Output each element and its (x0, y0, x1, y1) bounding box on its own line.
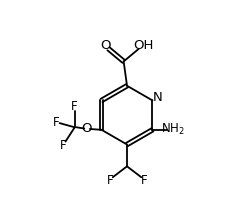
Text: F: F (106, 174, 113, 187)
Text: NH$_2$: NH$_2$ (161, 122, 184, 137)
Text: F: F (141, 174, 148, 187)
Text: OH: OH (133, 39, 154, 52)
Text: F: F (53, 116, 59, 129)
Text: F: F (70, 100, 77, 113)
Text: O: O (101, 39, 111, 52)
Text: F: F (60, 139, 67, 152)
Text: N: N (153, 91, 162, 104)
Text: O: O (81, 123, 92, 135)
